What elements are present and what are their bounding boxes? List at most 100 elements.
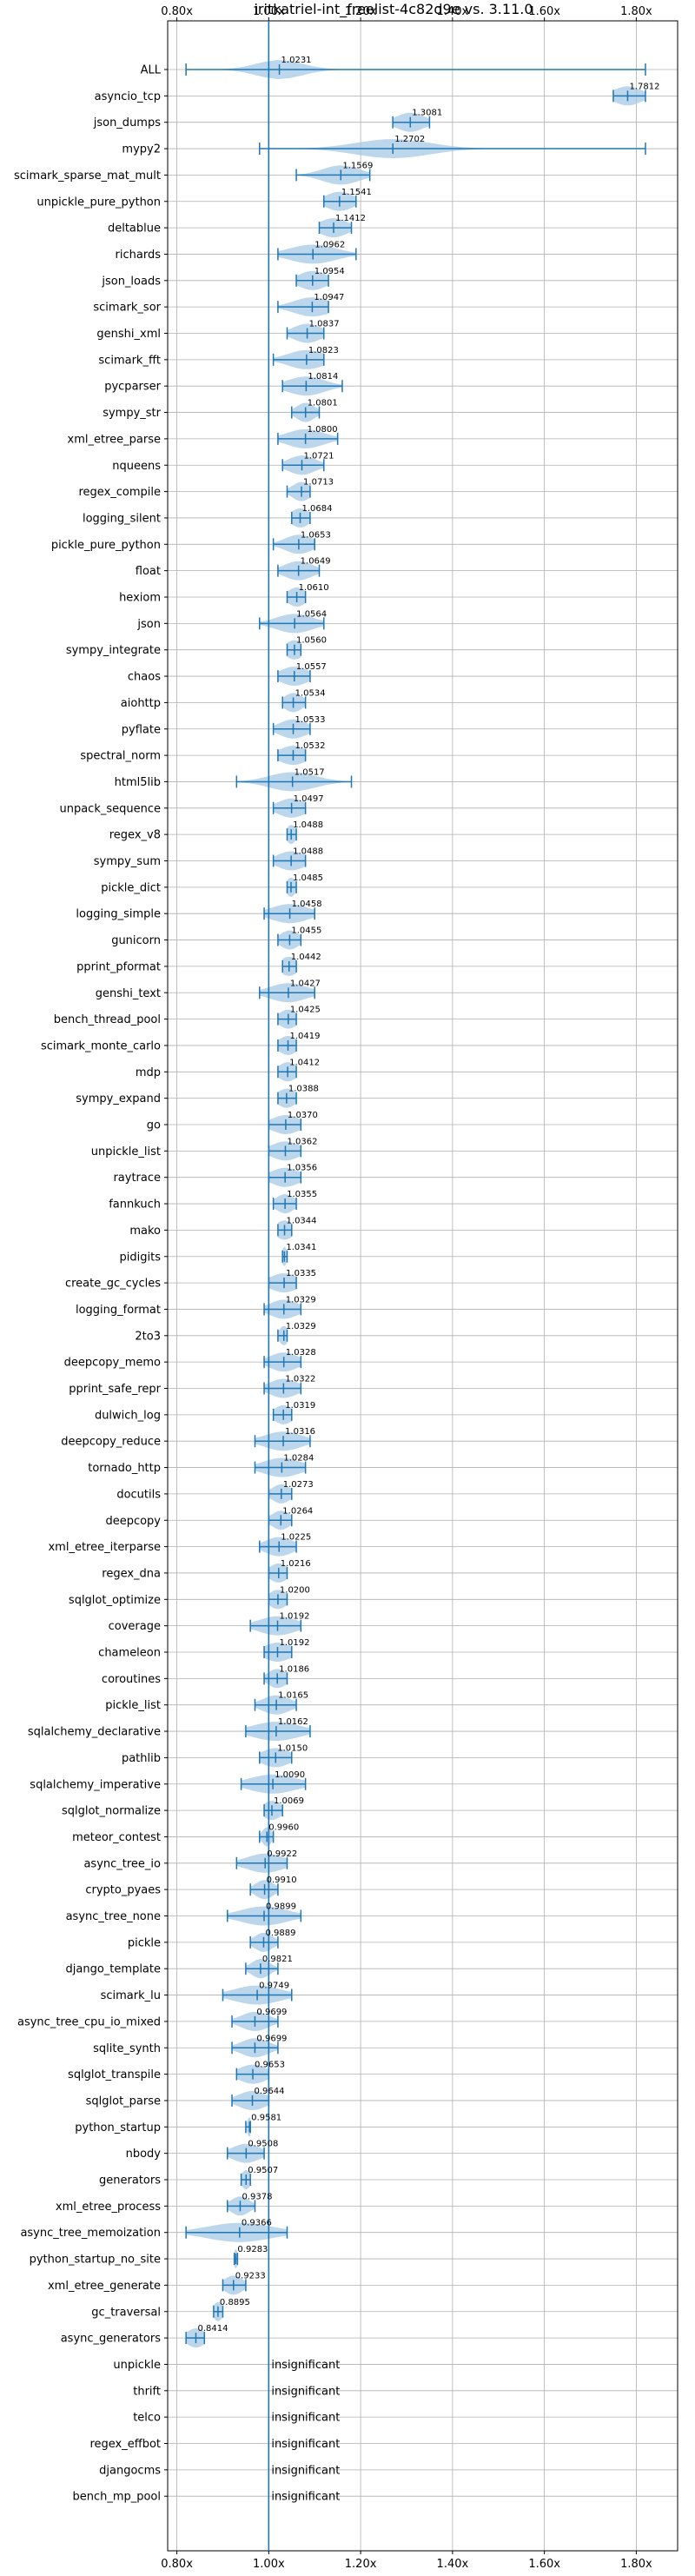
median-value-label: 1.0355 (287, 1190, 317, 1199)
benchmark-label: raytrace (113, 1172, 161, 1185)
median-value-label: 1.0534 (295, 688, 326, 698)
median-value-label: 0.9508 (248, 2140, 278, 2149)
x-tick-label-bottom: 1.40x (437, 2558, 469, 2571)
benchmark-label: pprint_pformat (76, 960, 161, 973)
x-tick-label-top: 1.00x (253, 5, 285, 18)
benchmark-label: richards (116, 249, 162, 262)
insignificant-label: insignificant (271, 2359, 340, 2372)
benchmark-label: scimark_fft (98, 354, 161, 367)
benchmark-label: meteor_contest (72, 1831, 161, 1844)
benchmark-label: pickle_pure_python (51, 539, 161, 552)
median-value-label: 1.0264 (282, 1506, 313, 1516)
median-value-label: 1.0412 (289, 1058, 320, 1067)
median-value-label: 1.0488 (293, 847, 323, 857)
insignificant-label: insignificant (271, 2385, 340, 2398)
benchmark-label: nbody (126, 2148, 162, 2161)
median-value-label: 1.0186 (279, 1664, 309, 1674)
benchmark-label: float (136, 565, 161, 578)
benchmark-label: regex_dna (102, 1567, 161, 1580)
median-value-label: 1.0649 (301, 557, 331, 567)
median-value-label: 0.9233 (235, 2271, 266, 2281)
benchmark-label: django_template (66, 1963, 161, 1976)
benchmark-label: sqlalchemy_imperative (30, 1778, 161, 1791)
median-value-label: 1.0316 (285, 1427, 315, 1437)
median-value-label: 1.0532 (295, 741, 325, 751)
median-value-label: 1.0458 (292, 900, 322, 909)
benchmark-label: pickle (128, 1936, 161, 1949)
benchmark-label: pickle_dict (101, 881, 161, 894)
benchmark-label: dulwich_log (95, 1409, 161, 1422)
benchmark-label: mako (129, 1225, 161, 1238)
median-value-label: 1.0162 (278, 1717, 308, 1727)
median-value-label: 0.9378 (242, 2192, 272, 2201)
median-value-label: 0.9653 (255, 2061, 285, 2070)
median-value-label: 0.9283 (237, 2245, 268, 2254)
median-value-label: 1.0814 (308, 372, 338, 382)
benchmark-label: sympy_expand (76, 1092, 161, 1105)
median-value-label: 1.0653 (301, 530, 331, 540)
x-tick-label-top: 1.20x (345, 5, 377, 18)
median-value-label: 1.0442 (291, 953, 321, 962)
benchmark-label: pidigits (120, 1251, 162, 1264)
median-value-label: 1.0329 (286, 1322, 316, 1331)
benchmark-label: regex_compile (78, 486, 161, 499)
median-value-label: 1.0800 (308, 425, 338, 435)
median-value-label: 1.0533 (295, 715, 326, 725)
insignificant-label: insignificant (271, 2412, 340, 2425)
benchmark-label: hexiom (119, 592, 161, 605)
median-value-label: 1.0322 (285, 1375, 315, 1384)
median-value-label: 0.8895 (220, 2298, 250, 2307)
median-value-label: 1.0564 (296, 609, 327, 619)
benchmark-label: async_tree_io (83, 1857, 161, 1870)
benchmark-label: crypto_pyaes (85, 1884, 161, 1897)
median-value-label: 1.1569 (342, 161, 373, 170)
benchmark-label: async_tree_none (66, 1910, 161, 1923)
median-value-label: 0.9922 (267, 1849, 297, 1859)
median-value-label: 1.0427 (290, 979, 321, 988)
median-value-label: 0.8414 (197, 2324, 228, 2334)
benchmark-label: async_tree_cpu_io_mixed (17, 2015, 161, 2028)
benchmark-label: sqlite_synth (93, 2042, 161, 2055)
benchmark-label: tornado_http (88, 1462, 161, 1475)
benchmark-label: genshi_xml (96, 328, 161, 341)
median-value-label: 1.1412 (335, 214, 366, 223)
insignificant-label: insignificant (271, 2438, 340, 2451)
benchmark-label: regex_effbot (89, 2438, 161, 2451)
median-value-label: 1.0388 (288, 1085, 319, 1094)
median-value-label: 0.9910 (267, 1876, 297, 1885)
benchmark-label: json_dumps (93, 116, 161, 129)
benchmark-label: chaos (128, 671, 161, 684)
median-value-label: 1.3081 (412, 109, 442, 118)
benchmark-label: 2to3 (135, 1330, 161, 1343)
median-value-label: 1.7812 (629, 82, 659, 91)
median-value-label: 1.0328 (286, 1348, 316, 1358)
x-tick-label-bottom: 1.60x (528, 2558, 560, 2571)
median-value-label: 1.0488 (293, 820, 323, 830)
benchmark-label: docutils (116, 1488, 161, 1501)
benchmark-label: python_startup_no_site (30, 2254, 161, 2267)
x-tick-label-top: 1.40x (437, 5, 469, 18)
median-value-label: 0.9699 (256, 2034, 287, 2043)
median-value-label: 0.9749 (259, 1982, 289, 1991)
median-value-label: 1.0962 (314, 240, 345, 249)
benchmark-label: asyncio_tcp (95, 90, 161, 103)
benchmark-label: bench_mp_pool (72, 2491, 161, 2504)
benchmark-label: sqlalchemy_declarative (28, 1726, 161, 1739)
benchmark-label: xml_etree_parse (68, 433, 161, 446)
median-value-label: 1.0721 (303, 451, 334, 461)
benchmark-label: chameleon (98, 1647, 161, 1660)
benchmark-label: bench_thread_pool (54, 1013, 161, 1026)
benchmark-label: sqlglot_transpile (68, 2068, 161, 2081)
benchmark-label: logging_silent (83, 512, 161, 525)
benchmark-label: pyflate (122, 723, 161, 736)
median-value-label: 0.9699 (256, 2008, 287, 2017)
benchmark-label: json (136, 618, 161, 631)
median-value-label: 0.9366 (242, 2219, 272, 2228)
median-value-label: 1.2702 (394, 135, 425, 144)
grid-layer (168, 21, 678, 2551)
benchmark-label: create_gc_cycles (65, 1278, 161, 1291)
benchmark-label: sympy_sum (94, 855, 161, 868)
benchmark-label: pprint_safe_repr (69, 1383, 161, 1396)
